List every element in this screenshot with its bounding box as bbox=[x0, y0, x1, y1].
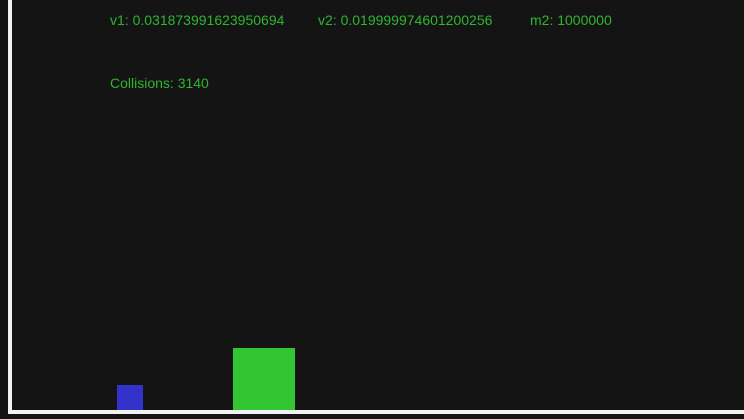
m2-readout: m2: 1000000 bbox=[530, 12, 612, 28]
small-block bbox=[117, 385, 143, 410]
collisions-counter: Collisions: 3140 bbox=[110, 75, 209, 91]
v2-readout: v2: 0.019999974601200256 bbox=[318, 12, 493, 28]
v1-readout: v1: 0.031873991623950694 bbox=[110, 12, 285, 28]
large-block bbox=[233, 348, 295, 410]
floor bbox=[8, 410, 744, 414]
left-wall bbox=[8, 0, 12, 414]
